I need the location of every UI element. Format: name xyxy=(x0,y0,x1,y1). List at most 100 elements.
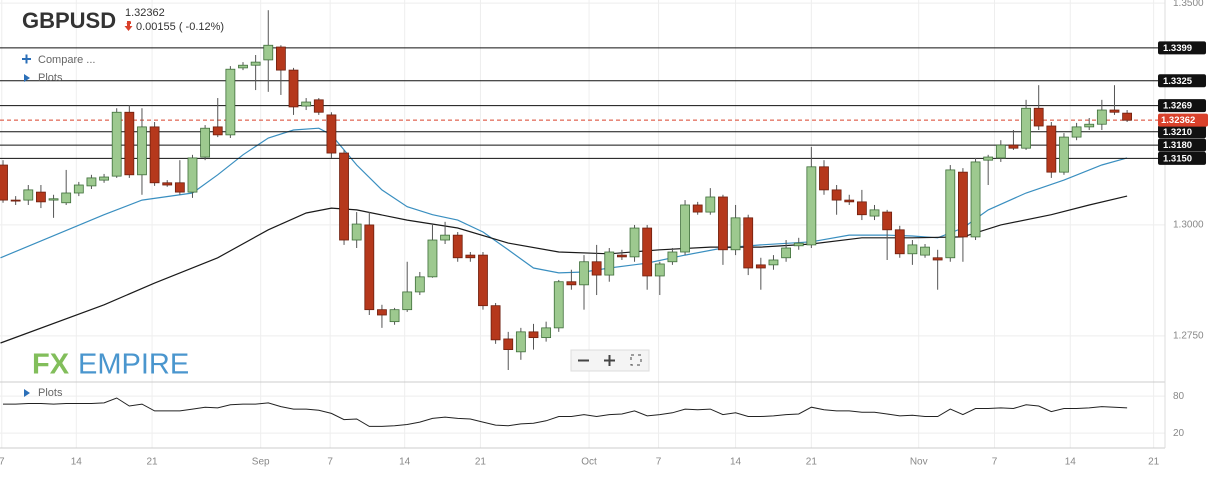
candle-body xyxy=(0,164,8,201)
candle-body xyxy=(225,68,236,136)
candle-body xyxy=(856,201,867,216)
candle-body xyxy=(629,227,640,258)
candle-body xyxy=(301,101,312,107)
candle-body xyxy=(263,44,274,61)
candle-body xyxy=(162,182,173,186)
candle-body xyxy=(617,254,627,258)
candle-body xyxy=(402,291,413,311)
logo-fx: FX xyxy=(32,349,70,381)
candle-body xyxy=(869,209,880,217)
candle-body xyxy=(1096,109,1107,125)
candle-body xyxy=(137,126,147,176)
candle-body xyxy=(553,281,564,329)
y-tick-label: 80 xyxy=(1173,391,1185,402)
candle-body xyxy=(995,144,1006,159)
candle-body xyxy=(894,229,905,255)
plots-button[interactable]: Plots xyxy=(38,72,63,84)
candle-body xyxy=(1122,112,1133,121)
candle-body xyxy=(1059,136,1069,173)
candle-body xyxy=(806,166,817,246)
y-tick-label: 1.3500 xyxy=(1173,0,1204,9)
x-tick-label: Oct xyxy=(581,457,597,468)
candle-body xyxy=(692,204,703,213)
candle-body xyxy=(1021,107,1031,149)
x-tick-label: 7 xyxy=(0,457,5,468)
logo-empire: EMPIRE xyxy=(78,349,189,381)
candle-body xyxy=(1033,107,1044,127)
level-label-box xyxy=(1158,41,1206,55)
plots-icon[interactable] xyxy=(24,389,30,397)
candle-body xyxy=(920,246,930,256)
moving-average xyxy=(0,127,1128,274)
candle-body xyxy=(1109,109,1120,113)
candle-body xyxy=(351,223,362,241)
level-label-box xyxy=(1158,74,1206,88)
candle-body xyxy=(591,261,602,276)
zoom-controls xyxy=(570,349,650,372)
candle-body xyxy=(768,259,779,266)
compare-button[interactable]: Compare ... xyxy=(38,54,95,66)
down-arrow-stem xyxy=(127,21,130,26)
candle-body xyxy=(61,192,72,204)
compare-icon[interactable] xyxy=(22,54,31,64)
candle-body xyxy=(313,99,324,113)
indicator-plots-button[interactable]: Plots xyxy=(38,387,63,399)
y-tick-label: 20 xyxy=(1173,428,1185,439)
candle-body xyxy=(364,224,375,311)
candle-body xyxy=(718,196,728,251)
plots-icon[interactable] xyxy=(24,74,30,82)
moving-average xyxy=(0,195,1128,344)
candle-body xyxy=(73,184,84,194)
x-tick-label: 21 xyxy=(475,457,487,468)
candle-body xyxy=(10,199,21,202)
candle-body xyxy=(730,217,741,251)
candle-body xyxy=(604,251,615,276)
candle-body xyxy=(238,64,248,69)
level-label-box xyxy=(1158,151,1206,165)
candle-body xyxy=(111,111,122,177)
candle-body xyxy=(983,156,994,161)
candle-body xyxy=(667,251,678,263)
candle-body xyxy=(36,191,46,203)
level-label: 1.3180 xyxy=(1163,140,1192,151)
candle-body xyxy=(1084,123,1095,128)
candle-body xyxy=(831,189,842,201)
plot-area xyxy=(0,10,1158,371)
fullscreen[interactable] xyxy=(630,354,642,366)
level-label-box xyxy=(1158,99,1206,113)
candle-body xyxy=(99,176,109,181)
x-tick-label: 14 xyxy=(71,457,83,468)
level-label-box xyxy=(1158,138,1206,152)
indicator-area xyxy=(3,397,1128,427)
y-tick-label: 1.2750 xyxy=(1173,330,1204,341)
candle-body xyxy=(149,126,160,184)
candle-body xyxy=(705,196,716,213)
candle-body xyxy=(1008,144,1019,149)
candle-body xyxy=(743,217,754,269)
level-label: 1.3269 xyxy=(1163,101,1192,112)
x-tick-label: 7 xyxy=(327,457,333,468)
candle-body xyxy=(970,161,981,238)
candle-body xyxy=(23,189,34,201)
x-tick-label: 7 xyxy=(656,457,662,468)
candle-body xyxy=(326,114,337,154)
grid-layer xyxy=(0,0,1165,448)
x-tick-label: 21 xyxy=(1148,457,1160,468)
candle-body xyxy=(819,166,829,191)
candle-body xyxy=(490,305,501,341)
x-tick-label: 21 xyxy=(806,457,818,468)
x-tick-label: 14 xyxy=(730,457,742,468)
candle-body xyxy=(288,69,299,108)
level-label: 1.3210 xyxy=(1163,127,1192,138)
x-tick-label: 14 xyxy=(1065,457,1077,468)
candle-body xyxy=(958,171,968,238)
candle-body xyxy=(339,152,349,241)
candle-body xyxy=(465,254,476,259)
candle-body xyxy=(187,157,198,193)
candle-body xyxy=(389,309,400,323)
candle-body xyxy=(200,127,211,158)
candle-body xyxy=(680,204,690,253)
